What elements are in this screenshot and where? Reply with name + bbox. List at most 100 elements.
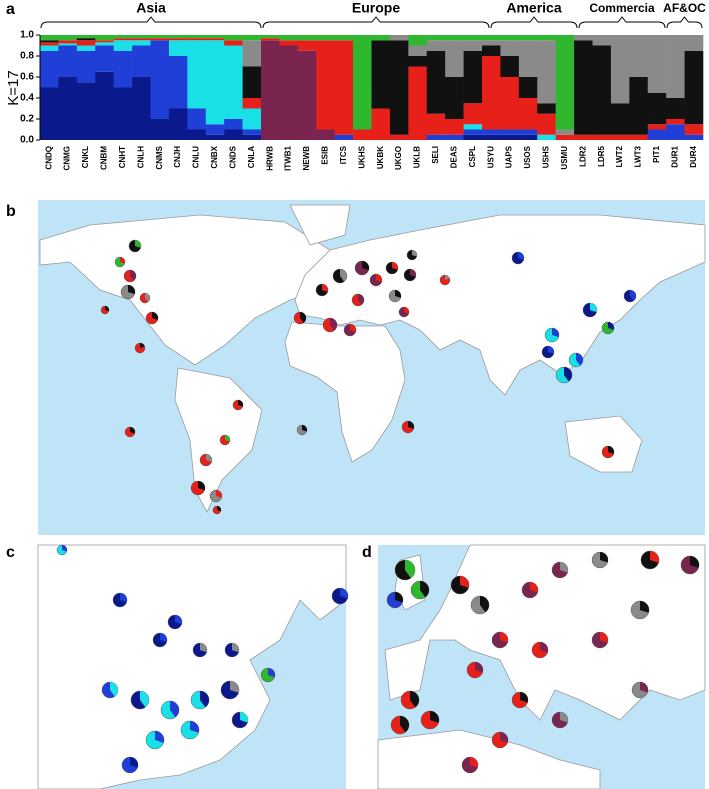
x-tick-label: CSPL: [468, 146, 477, 167]
bar-segment: [610, 134, 630, 140]
bar-segment: [150, 38, 170, 41]
bar-segment: [500, 134, 520, 140]
pie-wedge: [155, 731, 164, 743]
pie-wedge: [430, 711, 439, 723]
bar-segment: [168, 108, 188, 140]
pie-wedge: [135, 240, 141, 248]
bar-segment: [150, 119, 170, 140]
bar-segment: [482, 45, 501, 56]
pie-wedge: [217, 506, 221, 512]
bar-segment: [426, 40, 446, 51]
pie-wedge: [62, 545, 68, 552]
bar-segment: [113, 50, 133, 88]
bar-segment: [463, 103, 483, 125]
bar-segment: [76, 50, 96, 83]
bar-segment: [261, 35, 280, 39]
bar-segment: [518, 77, 538, 98]
y-tick-label: 0.2: [20, 114, 34, 125]
bar-segment: [684, 50, 704, 125]
pie-wedge: [480, 596, 489, 613]
pie-wedge: [500, 632, 508, 643]
bar-segment: [353, 35, 372, 130]
bar-segment: [40, 40, 59, 43]
pie-wedge: [460, 576, 469, 588]
group-bracket: [40, 16, 262, 29]
pie-wedge: [350, 324, 356, 332]
pie-wedge: [564, 367, 572, 382]
pie-charts: [56, 239, 700, 774]
pie-wedge: [410, 269, 416, 277]
bar-segment: [684, 134, 704, 140]
bar-segment: [426, 113, 446, 135]
x-tick-label: CNMG: [63, 146, 72, 170]
bar-segment: [445, 134, 464, 140]
pie-wedge: [530, 582, 538, 593]
bar-segment: [334, 40, 354, 135]
group-bracket: [578, 16, 666, 29]
pie-wedge: [362, 261, 370, 271]
pie-wedge: [400, 716, 409, 733]
bar-segment: [463, 124, 483, 130]
bar-segment: [205, 40, 225, 125]
bar-segment: [187, 35, 207, 39]
group-bracket: [666, 16, 703, 29]
x-tick-label: ITCS: [339, 145, 348, 164]
bar-segment: [647, 35, 667, 93]
bar-segment: [518, 129, 538, 135]
pie-wedge: [576, 353, 584, 366]
bar-segment: [555, 129, 575, 135]
bar-segment: [463, 40, 483, 51]
bar-segment: [58, 77, 78, 140]
x-tick-label: USHS: [542, 145, 551, 168]
bar-segment: [537, 35, 556, 41]
bar-segment: [500, 40, 520, 56]
bar-segment: [445, 77, 464, 119]
bar-segment: [408, 56, 428, 67]
x-tick-label: UKLB: [413, 146, 422, 168]
bar-segment: [95, 42, 114, 46]
bar-segment: [389, 134, 409, 140]
bar-segment: [500, 35, 520, 41]
bar-segment: [426, 50, 446, 114]
bar-segment: [113, 87, 133, 140]
pie-wedge: [200, 691, 209, 708]
eurasia: [294, 214, 706, 396]
x-tick-label: ESIB: [321, 146, 330, 165]
bar-segment: [684, 124, 704, 135]
pie-wedge: [395, 592, 403, 603]
bar-segment: [518, 134, 538, 140]
bar-segment: [666, 124, 685, 140]
pie-wedge: [216, 490, 223, 498]
x-tick-label: LDR2: [578, 145, 587, 166]
pie-wedge: [198, 481, 206, 491]
bar-segment: [242, 134, 262, 140]
bar-segment: [242, 108, 262, 130]
bar-segment: [666, 98, 685, 119]
panel-label: b: [6, 203, 16, 220]
bar-segment: [316, 40, 335, 130]
x-tick-label: ITWB1: [284, 145, 293, 170]
bar-segment: [463, 35, 483, 41]
asia-map: [37, 544, 347, 789]
group-label: Europe: [352, 0, 400, 16]
x-tick-label: CNDS: [228, 145, 237, 168]
bar-segment: [463, 129, 483, 135]
bar-segment: [537, 134, 556, 140]
bar-segment: [132, 45, 151, 77]
pie-wedge: [340, 269, 348, 282]
bar-segment: [297, 35, 317, 41]
bar-segment: [113, 38, 133, 41]
pie-wedge: [475, 662, 484, 673]
x-tick-label: SELI: [431, 146, 440, 164]
bar-segment: [40, 50, 59, 88]
bar-segment: [187, 38, 207, 41]
bar-segment: [40, 42, 59, 46]
bar-segment: [555, 35, 575, 130]
pie-wedge: [140, 691, 149, 708]
bar-segment: [555, 134, 575, 140]
group-label: America: [506, 0, 561, 16]
bar-segment: [610, 103, 630, 135]
bar-segment: [261, 38, 280, 41]
bar-segment: [58, 45, 78, 77]
bar-segment: [463, 50, 483, 104]
